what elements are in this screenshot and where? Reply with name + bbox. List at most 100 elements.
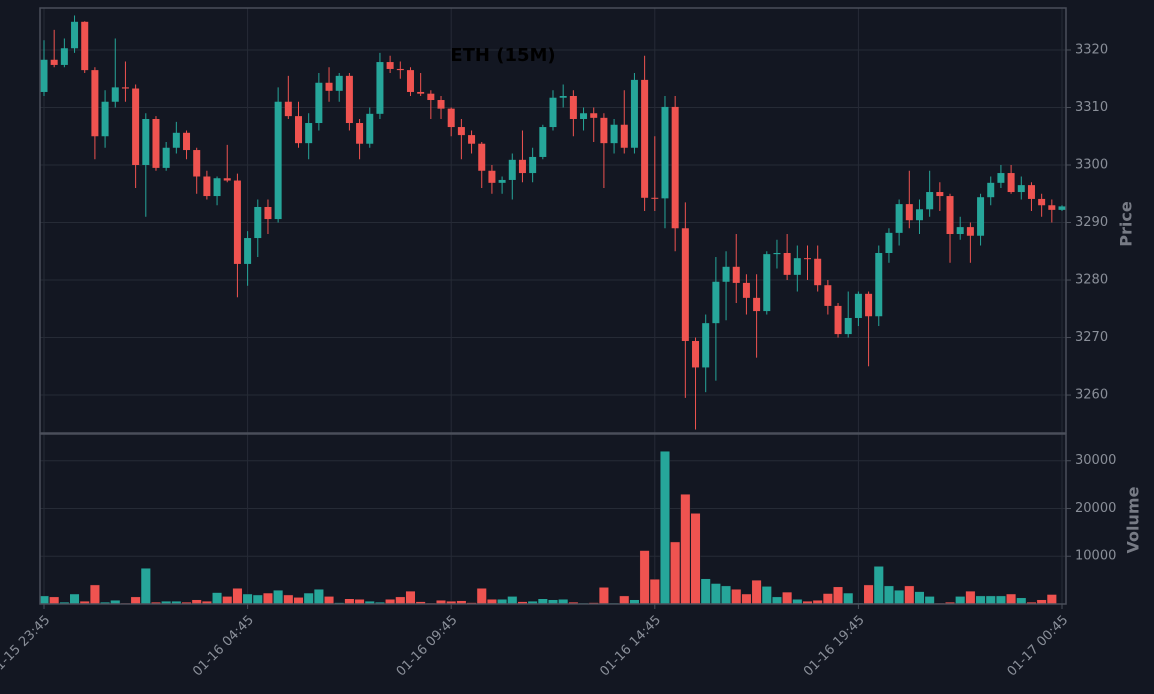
candle-body [804, 258, 811, 260]
volume-bar [659, 450, 671, 605]
candle-body [376, 62, 384, 114]
candle-body [742, 282, 750, 298]
candle-body [447, 108, 455, 128]
volume-bar [894, 589, 905, 605]
y-tick-label: 3280 [1075, 273, 1108, 288]
candle-body [315, 82, 323, 124]
candle-body [1027, 185, 1035, 199]
candle-body [630, 79, 638, 148]
candle-body [844, 317, 852, 335]
volume-bar [89, 584, 100, 605]
candle-body [468, 135, 476, 144]
candle-body [152, 118, 160, 168]
y-tick-label: 3290 [1075, 215, 1108, 230]
volume-bar [1046, 594, 1057, 605]
volume-bar [771, 596, 783, 605]
candle-body [213, 178, 221, 197]
candle-body [824, 285, 832, 306]
volume-bar [262, 592, 274, 605]
candle-body [875, 252, 883, 317]
y-axis-label: Price [1117, 201, 1136, 247]
candle-body [40, 59, 48, 92]
volume-bar [965, 590, 976, 605]
candle-body [101, 101, 109, 137]
candle-body [121, 87, 129, 89]
candle-body [865, 293, 873, 317]
y-tick-label: 3260 [1075, 388, 1108, 403]
volume-bar [924, 596, 935, 605]
candle-body [590, 113, 598, 118]
y-tick-label: 3310 [1075, 100, 1108, 115]
candle-body [722, 266, 730, 282]
candle-body [1058, 206, 1066, 210]
candle-body [915, 209, 923, 221]
candle-body [50, 59, 58, 65]
volume-bar [883, 585, 894, 605]
candle-body [997, 173, 1005, 183]
candle-body [172, 132, 180, 148]
volume-bar [598, 587, 609, 605]
candle-body [457, 127, 465, 136]
volume-bar [130, 596, 141, 605]
candle-body [162, 147, 170, 168]
candle-body [203, 176, 211, 197]
volume-bar [690, 513, 701, 605]
candle-body [559, 95, 567, 98]
candle-body [987, 182, 995, 198]
volume-bar [649, 578, 660, 605]
volume-bar [751, 579, 762, 605]
candle-body [244, 238, 252, 264]
candle-body [233, 180, 241, 264]
candle-body [264, 206, 272, 220]
candle-body [539, 127, 547, 157]
candle-body [783, 252, 791, 275]
volume-bar [395, 596, 406, 605]
candle-body [793, 258, 801, 275]
y-tick-label: 10000 [1075, 549, 1116, 564]
candle-body [91, 70, 99, 137]
volume-bar [222, 596, 233, 605]
candle-body [712, 281, 720, 324]
volume-bar [405, 590, 416, 605]
candle-body [60, 48, 68, 65]
candle-body [183, 132, 191, 151]
candle-body [1007, 173, 1015, 193]
candle-body [81, 21, 89, 71]
candle-body [681, 228, 689, 341]
candle-body [529, 156, 537, 174]
candle-body [966, 227, 974, 236]
candle-body [641, 79, 649, 198]
candle-body [366, 113, 374, 144]
y-tick-label: 3270 [1075, 330, 1108, 345]
candle-body [763, 254, 771, 312]
volume-bar [313, 588, 324, 605]
candle-body [335, 75, 343, 91]
candle-body [834, 305, 842, 335]
candle-body [600, 117, 608, 144]
candle-body [895, 204, 903, 233]
candle-body [580, 113, 588, 119]
candle-body [651, 197, 659, 199]
candle-body [569, 95, 577, 119]
candle-body [732, 266, 740, 283]
candle-body [926, 192, 934, 210]
y-tick-label: 3320 [1075, 42, 1108, 57]
volume-bar [721, 585, 732, 605]
volume-frame [39, 433, 1067, 605]
candle-body [356, 123, 364, 144]
volume-bar [283, 594, 294, 605]
volume-bar [995, 595, 1006, 605]
candle-body [417, 91, 425, 94]
volume-bar [242, 593, 253, 605]
volume-bar [1006, 593, 1017, 605]
volume-bar [252, 594, 263, 605]
candle-body [977, 197, 985, 236]
candle-body [753, 297, 761, 312]
candle-body [488, 170, 496, 183]
candle-body [386, 62, 394, 69]
candle-body [111, 87, 119, 102]
candle-body [518, 159, 526, 174]
candle-body [396, 68, 404, 71]
price-frame [39, 7, 1067, 434]
volume-bar [476, 587, 487, 605]
